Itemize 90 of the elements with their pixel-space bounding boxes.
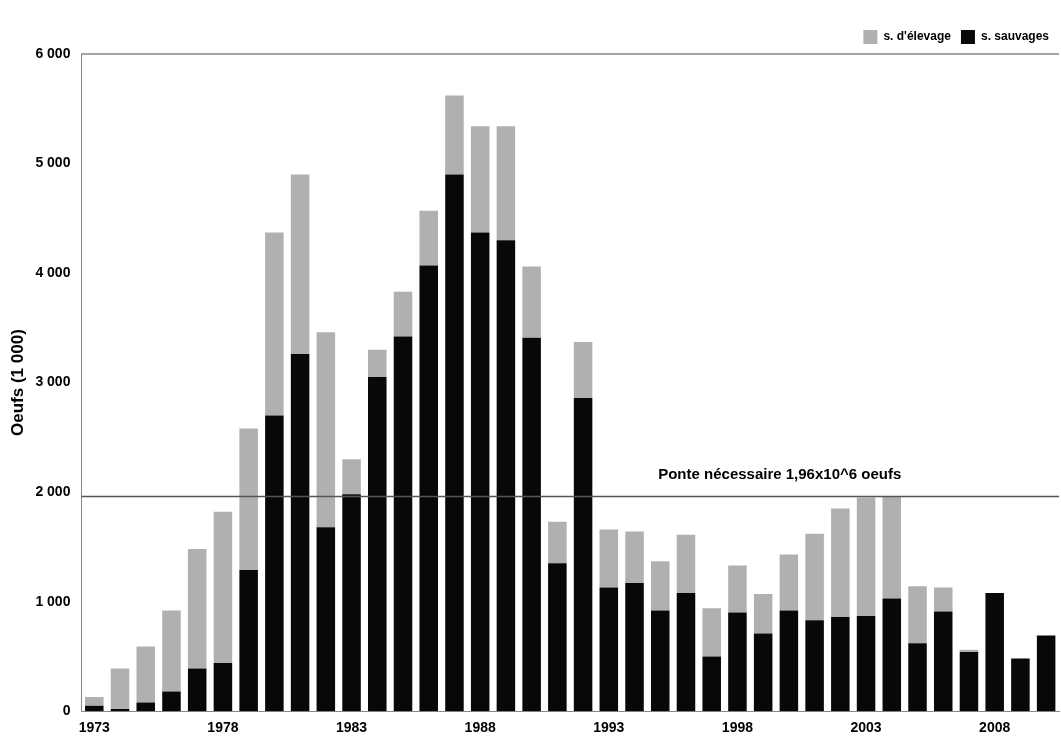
- y-tick-label: 6 000: [35, 44, 71, 61]
- bar: [625, 531, 644, 584]
- legend-label: s. sauvages: [980, 29, 1050, 44]
- bar: [856, 615, 876, 712]
- bar: [573, 342, 593, 398]
- bar: [136, 646, 156, 703]
- bar: [779, 554, 799, 611]
- bar: [316, 527, 336, 712]
- bar: [110, 668, 130, 710]
- y-tick-label: 0: [62, 702, 71, 719]
- bar: [445, 174, 464, 712]
- y-axis-title: Oeufs (1 000): [7, 329, 27, 436]
- bar: [187, 549, 207, 669]
- bar: [702, 608, 721, 657]
- bar: [728, 612, 747, 712]
- bar: [419, 210, 438, 266]
- bar: [959, 652, 979, 712]
- bar: [213, 663, 233, 712]
- bar: [368, 349, 387, 378]
- x-tick-label: 1993: [593, 719, 625, 736]
- bar: [831, 508, 850, 617]
- bar: [496, 126, 516, 241]
- bar: [625, 583, 644, 712]
- bar: [470, 126, 490, 233]
- y-tick-label: 4 000: [35, 263, 71, 280]
- bar: [831, 617, 850, 712]
- bar: [728, 565, 747, 613]
- bar: [548, 563, 567, 712]
- y-tick-label: 3 000: [35, 373, 71, 390]
- bar: [599, 529, 619, 588]
- y-tick-label: 1 000: [35, 592, 71, 609]
- x-tick-label: 1983: [335, 719, 368, 736]
- bar: [522, 337, 541, 712]
- bar: [856, 497, 876, 616]
- bar: [753, 633, 773, 712]
- x-tick-label: 2003: [850, 719, 882, 736]
- ref-line-label: Ponte nécessaire 1,96x10^6 oeufs: [658, 465, 902, 483]
- bar: [882, 598, 902, 712]
- bar: [599, 587, 619, 712]
- bar: [1011, 658, 1030, 712]
- bar: [933, 611, 953, 712]
- bar: [342, 459, 361, 495]
- bar: [85, 696, 104, 706]
- bar: [265, 232, 284, 416]
- bar: [779, 610, 799, 712]
- bar: [136, 702, 156, 712]
- y-tick-label: 2 000: [35, 482, 71, 499]
- bar: [753, 594, 773, 634]
- bar: [908, 643, 927, 712]
- y-tick-label: 5 000: [35, 154, 71, 171]
- x-tick-label: 1973: [78, 719, 111, 736]
- bar: [419, 265, 438, 712]
- x-tick-label: 1978: [207, 719, 239, 736]
- bar: [908, 586, 927, 644]
- bar: [805, 620, 824, 712]
- bar: [548, 521, 567, 564]
- bar: [985, 592, 1004, 712]
- bar: [162, 610, 181, 692]
- bar: [85, 705, 104, 712]
- bar: [162, 691, 181, 712]
- bar: [882, 496, 902, 599]
- bar: [187, 668, 207, 712]
- bar: [393, 336, 413, 712]
- bar: [573, 397, 593, 712]
- bar: [265, 415, 284, 712]
- bar: [805, 533, 824, 621]
- bar: [651, 561, 670, 611]
- x-tick-label: 1988: [464, 719, 496, 736]
- legend-label: s. d'élevage: [883, 29, 952, 44]
- bar: [239, 569, 258, 712]
- bar: [368, 377, 387, 712]
- bar: [290, 354, 310, 712]
- bar: [496, 240, 516, 712]
- bar: [702, 656, 721, 712]
- bar: [213, 511, 233, 664]
- bar: [1036, 635, 1056, 712]
- bar: [393, 291, 413, 337]
- bar: [239, 428, 258, 570]
- bar: [676, 592, 696, 712]
- bar: [470, 232, 490, 712]
- x-tick-label: 2008: [979, 719, 1011, 736]
- bar: [676, 534, 696, 593]
- bar: [316, 332, 336, 528]
- bar: [522, 266, 541, 338]
- bar: [290, 174, 310, 355]
- bar: [445, 95, 464, 175]
- bar: [342, 494, 361, 712]
- x-tick-label: 1998: [721, 719, 754, 736]
- bar: [651, 610, 670, 712]
- bar: [933, 587, 953, 612]
